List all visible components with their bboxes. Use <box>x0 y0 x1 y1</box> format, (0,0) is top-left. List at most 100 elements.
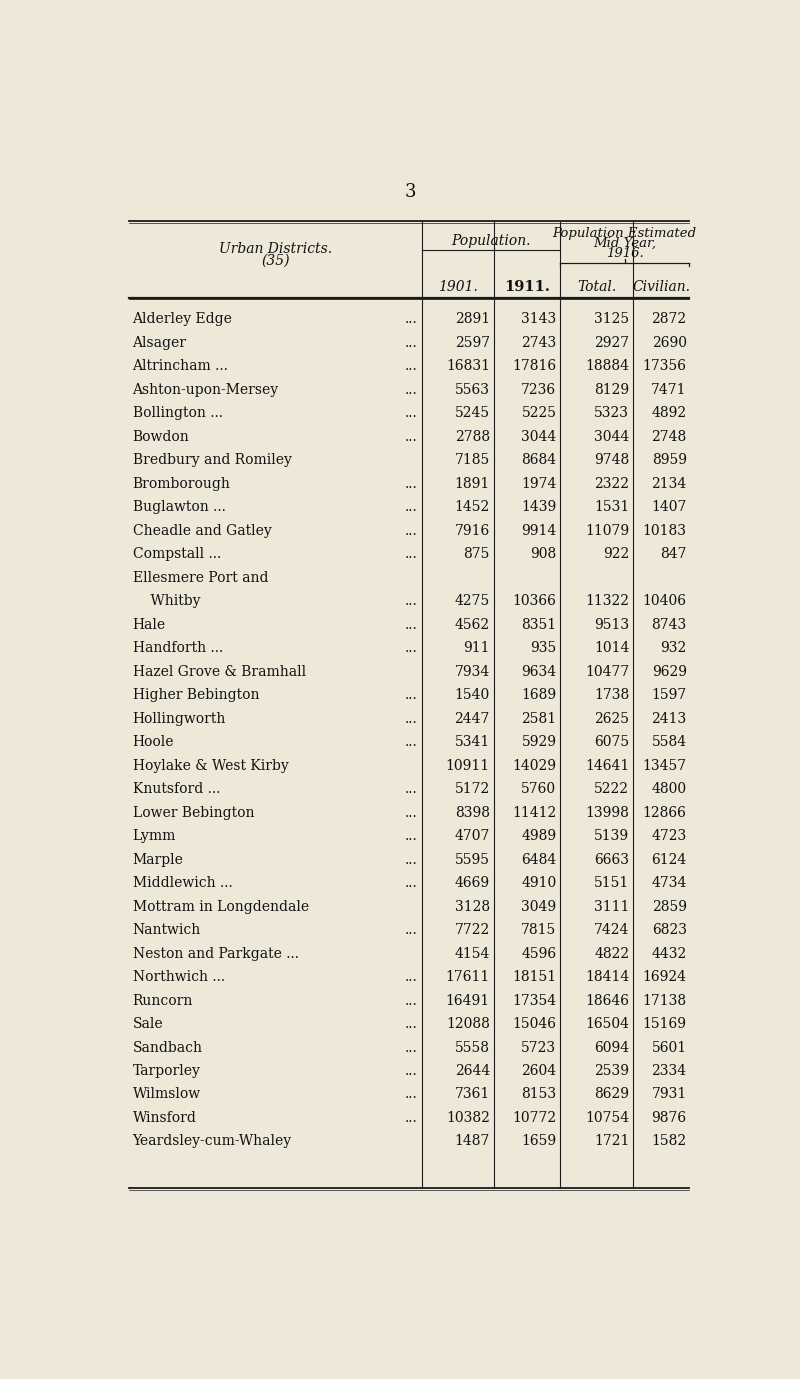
Text: 908: 908 <box>530 547 557 561</box>
Text: 911: 911 <box>463 641 490 655</box>
Text: 3128: 3128 <box>454 899 490 914</box>
Text: 9748: 9748 <box>594 454 630 467</box>
Text: 2413: 2413 <box>651 712 686 725</box>
Text: ...: ... <box>405 407 418 421</box>
Text: Middlewich ...: Middlewich ... <box>133 876 232 889</box>
Text: Whitby: Whitby <box>133 594 200 608</box>
Text: Nantwich: Nantwich <box>133 923 201 938</box>
Text: 1597: 1597 <box>651 688 686 702</box>
Text: ...: ... <box>405 313 418 327</box>
Text: Hazel Grove & Bramhall: Hazel Grove & Bramhall <box>133 665 306 678</box>
Text: 15046: 15046 <box>513 1018 557 1031</box>
Text: 922: 922 <box>603 547 630 561</box>
Text: 2788: 2788 <box>454 430 490 444</box>
Text: Total.: Total. <box>577 280 617 294</box>
Text: 16831: 16831 <box>446 360 490 374</box>
Text: Hollingworth: Hollingworth <box>133 712 226 725</box>
Text: ...: ... <box>405 1065 418 1078</box>
Text: Northwich ...: Northwich ... <box>133 969 225 985</box>
Text: 13457: 13457 <box>642 758 686 772</box>
Text: Population.: Population. <box>451 234 530 248</box>
Text: 4800: 4800 <box>651 782 686 796</box>
Text: 1689: 1689 <box>522 688 557 702</box>
Text: ...: ... <box>405 1041 418 1055</box>
Text: 3044: 3044 <box>594 430 630 444</box>
Text: 11079: 11079 <box>586 524 630 538</box>
Text: 1916.: 1916. <box>606 247 643 259</box>
Text: 9876: 9876 <box>651 1111 686 1125</box>
Text: 8743: 8743 <box>651 618 686 632</box>
Text: 6823: 6823 <box>652 923 686 938</box>
Text: 7424: 7424 <box>594 923 630 938</box>
Text: 2690: 2690 <box>652 336 686 350</box>
Text: 4432: 4432 <box>651 946 686 961</box>
Text: 12088: 12088 <box>446 1018 490 1031</box>
Text: 932: 932 <box>661 641 686 655</box>
Text: 5563: 5563 <box>455 383 490 397</box>
Text: Marple: Marple <box>133 852 183 866</box>
Text: 5341: 5341 <box>454 735 490 749</box>
Text: Sale: Sale <box>133 1018 163 1031</box>
Text: 2604: 2604 <box>522 1065 557 1078</box>
Text: 8129: 8129 <box>594 383 630 397</box>
Text: 2625: 2625 <box>594 712 630 725</box>
Text: 2334: 2334 <box>651 1065 686 1078</box>
Text: 12866: 12866 <box>643 805 686 819</box>
Text: 2743: 2743 <box>522 336 557 350</box>
Text: 3143: 3143 <box>522 313 557 327</box>
Text: 7916: 7916 <box>454 524 490 538</box>
Text: 4734: 4734 <box>651 876 686 889</box>
Text: 4707: 4707 <box>454 829 490 843</box>
Text: ...: ... <box>405 805 418 819</box>
Text: 4892: 4892 <box>651 407 686 421</box>
Text: 5760: 5760 <box>522 782 557 796</box>
Text: 8684: 8684 <box>522 454 557 467</box>
Text: 7236: 7236 <box>522 383 557 397</box>
Text: 2872: 2872 <box>651 313 686 327</box>
Text: 18646: 18646 <box>586 993 630 1008</box>
Text: Bredbury and Romiley: Bredbury and Romiley <box>133 454 291 467</box>
Text: (35): (35) <box>262 254 290 268</box>
Text: Tarporley: Tarporley <box>133 1065 201 1078</box>
Text: Bollington ...: Bollington ... <box>133 407 222 421</box>
Text: Handforth ...: Handforth ... <box>133 641 222 655</box>
Text: 5584: 5584 <box>651 735 686 749</box>
Text: 13998: 13998 <box>586 805 630 819</box>
Text: Knutsford ...: Knutsford ... <box>133 782 220 796</box>
Text: 15169: 15169 <box>642 1018 686 1031</box>
Text: 18414: 18414 <box>585 969 630 985</box>
Text: 2597: 2597 <box>454 336 490 350</box>
Text: Altrincham ...: Altrincham ... <box>133 360 229 374</box>
Text: 5225: 5225 <box>522 407 557 421</box>
Text: ...: ... <box>405 477 418 491</box>
Text: 935: 935 <box>530 641 557 655</box>
Text: Alderley Edge: Alderley Edge <box>133 313 233 327</box>
Text: 3111: 3111 <box>594 899 630 914</box>
Text: 1901.: 1901. <box>438 280 478 294</box>
Text: 10406: 10406 <box>642 594 686 608</box>
Text: 1407: 1407 <box>651 501 686 514</box>
Text: 5601: 5601 <box>651 1041 686 1055</box>
Text: 4562: 4562 <box>454 618 490 632</box>
Text: 5929: 5929 <box>522 735 557 749</box>
Text: 5595: 5595 <box>455 852 490 866</box>
Text: 9629: 9629 <box>652 665 686 678</box>
Text: 17611: 17611 <box>446 969 490 985</box>
Text: 1721: 1721 <box>594 1135 630 1149</box>
Text: 10772: 10772 <box>512 1111 557 1125</box>
Text: Hoole: Hoole <box>133 735 174 749</box>
Text: Bromborough: Bromborough <box>133 477 230 491</box>
Text: Bowdon: Bowdon <box>133 430 190 444</box>
Text: 6094: 6094 <box>594 1041 630 1055</box>
Text: Lymm: Lymm <box>133 829 176 843</box>
Text: ...: ... <box>405 735 418 749</box>
Text: 2859: 2859 <box>652 899 686 914</box>
Text: ...: ... <box>405 852 418 866</box>
Text: 2322: 2322 <box>594 477 630 491</box>
Text: Ellesmere Port and: Ellesmere Port and <box>133 571 268 585</box>
Text: Ashton-upon-Mersey: Ashton-upon-Mersey <box>133 383 278 397</box>
Text: 9634: 9634 <box>522 665 557 678</box>
Text: 4154: 4154 <box>454 946 490 961</box>
Text: 1582: 1582 <box>651 1135 686 1149</box>
Text: 16504: 16504 <box>586 1018 630 1031</box>
